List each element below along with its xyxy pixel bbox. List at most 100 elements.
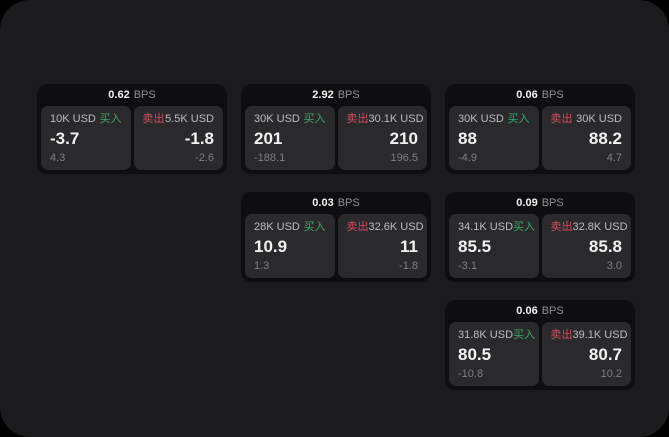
buy-side-label: 买入 [513, 329, 536, 341]
bps-value: 2.92 [312, 89, 334, 101]
quote-card: 0.03 BPS 28K USD 买入 10.9 1.3 卖出 32.6K US… [241, 192, 431, 282]
buy-sub-value: -3.1 [458, 260, 477, 272]
bps-unit-label: BPS [541, 305, 564, 317]
buy-panel-top-row: 30K USD 买入 [254, 113, 326, 126]
sell-panel[interactable]: 卖出 32.8K USD 85.8 3.0 [541, 214, 631, 278]
sell-side-label: 卖出 [550, 113, 573, 125]
bps-unit-label: BPS [541, 89, 564, 101]
buy-sub-value: -188.1 [254, 152, 286, 164]
buy-side-label: 买入 [507, 113, 530, 125]
bps-value: 0.09 [516, 197, 538, 209]
buy-panel-top-row: 10K USD 买入 [50, 113, 122, 126]
sell-sub-value: -2.6 [195, 152, 214, 164]
bps-value: 0.03 [312, 197, 334, 209]
buy-side-label: 买入 [99, 113, 122, 125]
quote-card: 0.62 BPS 10K USD 买入 -3.7 4.3 卖出 5.5K USD [37, 84, 227, 174]
sell-panel-top-row: 卖出 5.5K USD [143, 113, 215, 126]
sell-panel-top-row: 卖出 30K USD [551, 113, 623, 126]
quote-card: 0.09 BPS 34.1K USD 买入 85.5 -3.1 卖出 32.8K… [445, 192, 635, 282]
buy-panel[interactable]: 34.1K USD 买入 85.5 -3.1 [449, 214, 539, 278]
sell-panel-top-row: 卖出 30.1K USD [346, 113, 424, 126]
buy-panel-top-row: 30K USD 买入 [458, 113, 530, 126]
quote-card: 2.92 BPS 30K USD 买入 201 -188.1 卖出 30.1K … [241, 84, 431, 174]
quote-panels: 34.1K USD 买入 85.5 -3.1 卖出 32.8K USD 85.8… [449, 214, 631, 278]
sell-amount: 30.1K USD [368, 113, 424, 125]
quote-panels: 30K USD 买入 201 -188.1 卖出 30.1K USD 210 1… [245, 106, 427, 170]
sell-main-value: 11 [400, 237, 418, 256]
buy-main-value: 201 [254, 129, 283, 148]
card-header: 0.03 BPS [245, 192, 427, 214]
quote-card: 0.06 BPS 30K USD 买入 88 -4.9 卖出 30K USD [445, 84, 635, 174]
buy-amount: 30K USD [458, 113, 504, 125]
bps-unit-label: BPS [133, 89, 156, 101]
sell-panel-top-row: 卖出 32.6K USD [346, 221, 424, 234]
quote-card: 0.06 BPS 31.8K USD 买入 80.5 -10.8 卖出 39.1… [445, 300, 635, 390]
sell-amount: 5.5K USD [165, 113, 214, 125]
sell-panel[interactable]: 卖出 30.1K USD 210 196.5 [337, 106, 427, 170]
buy-side-label: 买入 [303, 113, 326, 125]
bps-value: 0.06 [516, 89, 538, 101]
card-header: 0.62 BPS [41, 84, 223, 106]
buy-sub-value: -10.8 [458, 368, 484, 380]
sell-sub-value: 3.0 [606, 260, 622, 272]
buy-main-value: 88 [458, 129, 477, 148]
buy-amount: 28K USD [254, 221, 300, 233]
buy-panel[interactable]: 30K USD 买入 88 -4.9 [449, 106, 539, 170]
bps-unit-label: BPS [541, 197, 564, 209]
buy-main-value: 85.5 [458, 237, 492, 256]
buy-panel-top-row: 28K USD 买入 [254, 221, 326, 234]
sell-panel[interactable]: 卖出 39.1K USD 80.7 10.2 [541, 322, 631, 386]
sell-sub-value: -1.8 [399, 260, 418, 272]
card-header: 0.06 BPS [449, 300, 631, 322]
bps-unit-label: BPS [337, 89, 360, 101]
buy-panel-top-row: 31.8K USD 买入 [458, 329, 535, 342]
sell-panel[interactable]: 卖出 30K USD 88.2 4.7 [541, 106, 631, 170]
sell-side-label: 卖出 [550, 329, 573, 341]
buy-side-label: 买入 [303, 221, 326, 233]
sell-amount: 32.8K USD [572, 221, 628, 233]
buy-panel[interactable]: 28K USD 买入 10.9 1.3 [245, 214, 335, 278]
buy-sub-value: 1.3 [254, 260, 270, 272]
bps-value: 0.62 [108, 89, 130, 101]
buy-sub-value: -4.9 [458, 152, 477, 164]
sell-main-value: 80.7 [588, 345, 622, 364]
quote-panels: 10K USD 买入 -3.7 4.3 卖出 5.5K USD -1.8 -2.… [41, 106, 223, 170]
buy-amount: 34.1K USD [458, 221, 514, 233]
sell-amount: 32.6K USD [368, 221, 424, 233]
buy-main-value: -3.7 [50, 129, 80, 148]
sell-main-value: 85.8 [588, 237, 622, 256]
buy-amount: 30K USD [254, 113, 300, 125]
buy-amount: 10K USD [50, 113, 96, 125]
quote-panels: 31.8K USD 买入 80.5 -10.8 卖出 39.1K USD 80.… [449, 322, 631, 386]
sell-panel[interactable]: 卖出 32.6K USD 11 -1.8 [337, 214, 427, 278]
sell-sub-value: 196.5 [390, 152, 418, 164]
buy-panel-top-row: 34.1K USD 买入 [458, 221, 535, 234]
sell-panel-top-row: 卖出 39.1K USD [550, 329, 628, 342]
sell-sub-value: 10.2 [600, 368, 622, 380]
bps-value: 0.06 [516, 305, 538, 317]
sell-main-value: 210 [389, 129, 418, 148]
sell-amount: 39.1K USD [572, 329, 628, 341]
buy-panel[interactable]: 10K USD 买入 -3.7 4.3 [41, 106, 131, 170]
buy-panel[interactable]: 30K USD 买入 201 -188.1 [245, 106, 335, 170]
card-header: 0.09 BPS [449, 192, 631, 214]
sell-side-label: 卖出 [142, 113, 165, 125]
card-header: 0.06 BPS [449, 84, 631, 106]
sell-panel-top-row: 卖出 32.8K USD [551, 221, 628, 234]
sell-main-value: 88.2 [588, 129, 622, 148]
buy-main-value: 10.9 [254, 237, 288, 256]
card-header: 2.92 BPS [245, 84, 427, 106]
sell-side-label: 卖出 [346, 221, 369, 233]
buy-main-value: 80.5 [458, 345, 492, 364]
sell-panel[interactable]: 卖出 5.5K USD -1.8 -2.6 [133, 106, 223, 170]
buy-amount: 31.8K USD [458, 329, 514, 341]
bps-unit-label: BPS [337, 197, 360, 209]
quote-panels: 28K USD 买入 10.9 1.3 卖出 32.6K USD 11 -1.8 [245, 214, 427, 278]
buy-sub-value: 4.3 [50, 152, 66, 164]
buy-side-label: 买入 [513, 221, 536, 233]
buy-panel[interactable]: 31.8K USD 买入 80.5 -10.8 [449, 322, 539, 386]
sell-sub-value: 4.7 [606, 152, 622, 164]
sell-amount: 30K USD [576, 113, 622, 125]
sell-side-label: 卖出 [346, 113, 369, 125]
